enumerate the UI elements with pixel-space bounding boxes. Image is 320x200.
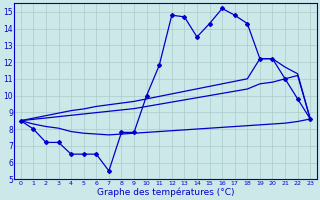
X-axis label: Graphe des températures (°C): Graphe des températures (°C): [97, 187, 234, 197]
